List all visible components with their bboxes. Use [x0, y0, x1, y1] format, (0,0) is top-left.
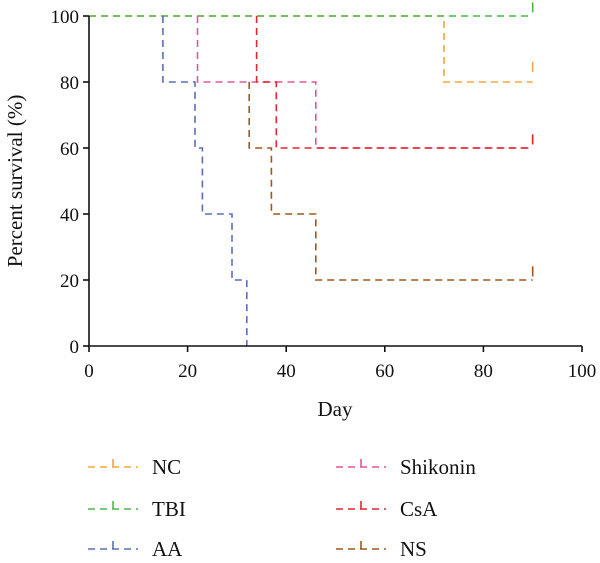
legend-item-ns: NS — [336, 537, 427, 561]
ticks: 0 20 40 60 80 100 0 20 40 60 80 100 — [51, 7, 597, 382]
legend-label-nc: NC — [152, 455, 181, 479]
legend-item-shikonin: Shikonin — [336, 455, 476, 479]
y-tick-label: 60 — [60, 139, 79, 160]
y-tick-label: 0 — [70, 337, 80, 358]
plot-area — [89, 2, 534, 346]
y-tick-label: 20 — [60, 271, 79, 292]
x-tick-label: 60 — [375, 361, 394, 382]
x-tick-label: 0 — [84, 361, 94, 382]
legend-label-tbi: TBI — [152, 497, 186, 521]
x-tick-label: 100 — [568, 361, 597, 382]
legend-label-csa: CsA — [400, 497, 438, 521]
series-line-csa — [255, 16, 533, 149]
y-tick-label: 40 — [60, 205, 79, 226]
legend-label-shikonin: Shikonin — [400, 455, 476, 479]
x-axis-title: Day — [318, 397, 353, 421]
axes — [88, 16, 582, 347]
x-tick-label: 80 — [474, 361, 493, 382]
legend-item-csa: CsA — [336, 497, 438, 521]
y-tick-label: 80 — [60, 73, 79, 94]
x-tick-label: 20 — [178, 361, 197, 382]
legend-label-ns: NS — [400, 537, 427, 561]
series-line-nc — [89, 15, 533, 83]
series-line-aa — [162, 16, 248, 346]
y-axis-title: Percent survival (%) — [3, 95, 27, 268]
legend-item-tbi: TBI — [88, 497, 186, 521]
legend: NC TBI AA Shikonin CsA NS — [88, 455, 476, 561]
series-line-shikonin — [196, 16, 533, 149]
x-tick-label: 40 — [277, 361, 296, 382]
legend-item-nc: NC — [88, 455, 181, 479]
series-line-ns — [248, 82, 533, 281]
y-tick-label: 100 — [51, 7, 80, 28]
legend-item-aa: AA — [88, 537, 183, 561]
legend-label-aa: AA — [152, 537, 183, 561]
